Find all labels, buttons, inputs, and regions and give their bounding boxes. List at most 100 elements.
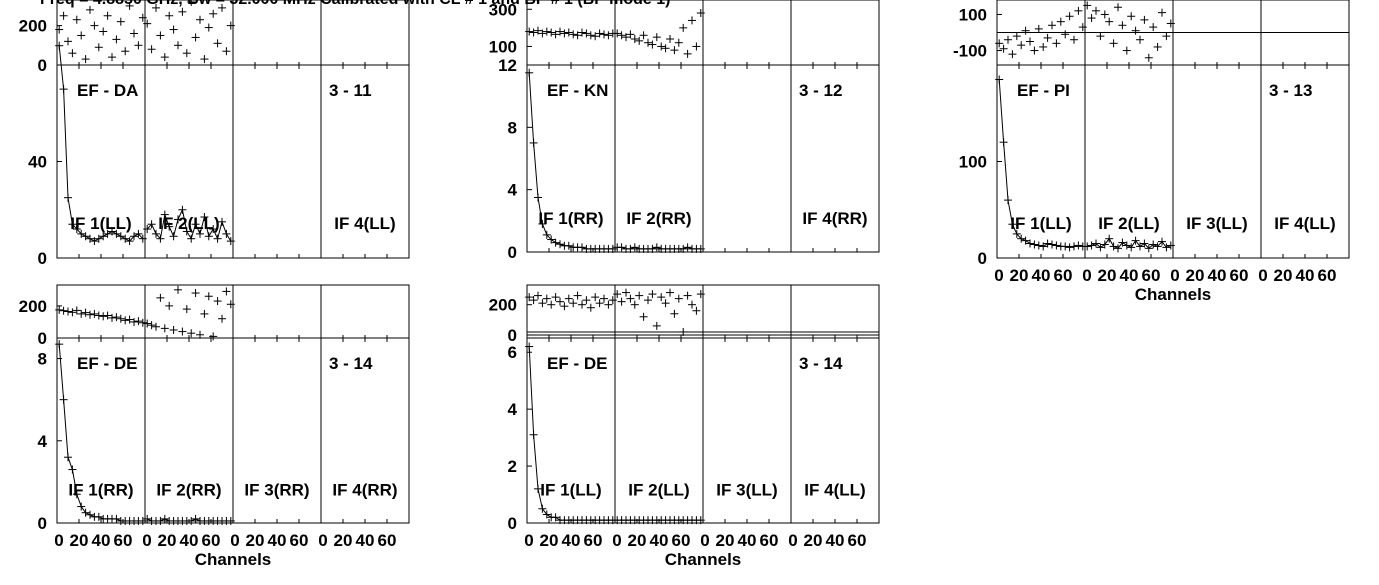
if-label: IF 2(RR) <box>626 209 691 228</box>
x-tick-label: 20 <box>804 531 823 550</box>
baseline-label: EF - KN <box>547 81 608 100</box>
amplitude-tick-label: 8 <box>38 350 47 369</box>
x-axis-label: Channels <box>1135 285 1212 304</box>
x-tick-label: 0 <box>524 531 533 550</box>
phase-tick-label: 300 <box>489 0 517 19</box>
x-tick-label: 40 <box>1208 266 1227 285</box>
x-tick-label: 40 <box>92 531 111 550</box>
x-tick-label: 20 <box>1010 266 1029 285</box>
x-tick-label: 0 <box>142 531 151 550</box>
x-tick-label: 0 <box>612 531 621 550</box>
amplitude-tick-label: 8 <box>508 118 517 137</box>
if-label: IF 2(LL) <box>158 214 219 233</box>
x-tick-label: 20 <box>246 531 265 550</box>
x-tick-label: 40 <box>650 531 669 550</box>
x-tick-label: 20 <box>716 531 735 550</box>
x-tick-label: 60 <box>760 531 779 550</box>
x-tick-label: 0 <box>1082 266 1091 285</box>
x-tick-label: 60 <box>114 531 133 550</box>
if-label: IF 1(RR) <box>538 209 603 228</box>
baseline-panel: 0 200 0 40 EF - DA 3 - 11 IF 1(LL) IF 2(LL) IF 4… <box>19 0 410 268</box>
x-tick-label: 0 <box>994 266 1003 285</box>
x-tick-label: 40 <box>1296 266 1315 285</box>
amplitude-tick-label: 4 <box>38 432 48 451</box>
x-tick-label: 0 <box>54 531 63 550</box>
x-tick-label: 60 <box>290 531 309 550</box>
if-label: IF 3(LL) <box>1186 214 1247 233</box>
x-tick-label: 40 <box>1032 266 1051 285</box>
x-tick-label: 60 <box>672 531 691 550</box>
x-tick-label: 20 <box>334 531 353 550</box>
phase-tick-label: 200 <box>489 296 517 315</box>
x-tick-label: 20 <box>1274 266 1293 285</box>
x-tick-label: 40 <box>180 531 199 550</box>
x-axis-label: Channels <box>665 550 742 569</box>
amplitude-tick-label: 4 <box>508 400 518 419</box>
amplitude-series-line <box>146 208 232 242</box>
if-label: IF 4(RR) <box>332 480 397 499</box>
x-tick-label: 0 <box>1170 266 1179 285</box>
amplitude-tick-label: 0 <box>978 249 987 268</box>
if-label: IF 1(LL) <box>1010 214 1071 233</box>
x-tick-label: 0 <box>700 531 709 550</box>
x-tick-label: 20 <box>70 531 89 550</box>
panel-id-label: 3 - 11 <box>329 81 372 100</box>
x-tick-label: 40 <box>562 531 581 550</box>
amplitude-tick-label: 12 <box>498 56 517 75</box>
amplitude-tick-label: 100 <box>959 153 987 172</box>
x-tick-label: 60 <box>1054 266 1073 285</box>
x-tick-label: 20 <box>540 531 559 550</box>
baseline-panel: -100 100 0 100 EF - PI 3 - 13 IF 1(LL) IF 2(LL)… <box>953 0 1350 304</box>
x-tick-label: 60 <box>1142 266 1161 285</box>
if-label: IF 3(LL) <box>716 480 777 499</box>
if-label: IF 4(LL) <box>334 214 395 233</box>
if-label: IF 4(LL) <box>1274 214 1335 233</box>
x-tick-label: 0 <box>788 531 797 550</box>
if-label: IF 2(LL) <box>628 480 689 499</box>
phase-tick-label: 200 <box>19 297 47 316</box>
baseline-label: EF - DE <box>77 354 137 373</box>
if-label: IF 1(RR) <box>68 480 133 499</box>
x-tick-label: 40 <box>356 531 375 550</box>
x-tick-label: 20 <box>628 531 647 550</box>
phase-tick-label: 200 <box>19 17 47 36</box>
baseline-panel: 100 300 0 4 8 12 EF - KN 3 - 12 IF 1(RR) IF 2(RR)… <box>489 0 880 262</box>
phase-tick-label: 100 <box>959 5 987 24</box>
x-axis-label: Channels <box>195 550 272 569</box>
x-tick-label: 20 <box>1186 266 1205 285</box>
amplitude-tick-label: 0 <box>38 249 47 268</box>
x-tick-label: 60 <box>584 531 603 550</box>
phase-tick-label: 0 <box>508 326 517 345</box>
if-label: IF 2(LL) <box>1098 214 1159 233</box>
x-tick-label: 40 <box>826 531 845 550</box>
amplitude-tick-label: 0 <box>508 514 517 533</box>
if-label: IF 1(LL) <box>70 214 131 233</box>
amplitude-series-line <box>58 45 144 242</box>
panel-id-label: 3 - 13 <box>1269 81 1312 100</box>
x-tick-label: 60 <box>378 531 397 550</box>
baseline-label: EF - DE <box>547 354 607 373</box>
x-tick-label: 0 <box>230 531 239 550</box>
amplitude-tick-label: 6 <box>508 343 517 362</box>
panel-id-label: 3 - 14 <box>329 354 373 373</box>
panel-id-label: 3 - 12 <box>799 81 842 100</box>
if-label: IF 3(RR) <box>244 480 309 499</box>
panel-id-label: 3 - 14 <box>799 354 843 373</box>
phase-tick-label: 100 <box>489 37 517 56</box>
x-tick-label: 60 <box>202 531 221 550</box>
baseline-label: EF - DA <box>77 81 138 100</box>
if-label: IF 2(RR) <box>156 480 221 499</box>
x-tick-label: 40 <box>268 531 287 550</box>
page-title: Freq = 4.8850 GHz, Bw = 32.000 MHz Calib… <box>40 0 1340 11</box>
if-label: IF 4(RR) <box>802 209 867 228</box>
x-tick-label: 40 <box>738 531 757 550</box>
x-tick-label: 0 <box>318 531 327 550</box>
x-tick-label: 60 <box>1230 266 1249 285</box>
if-label: IF 4(LL) <box>804 480 865 499</box>
x-tick-label: 60 <box>848 531 867 550</box>
baseline-label: EF - PI <box>1017 81 1070 100</box>
x-tick-label: 20 <box>1098 266 1117 285</box>
